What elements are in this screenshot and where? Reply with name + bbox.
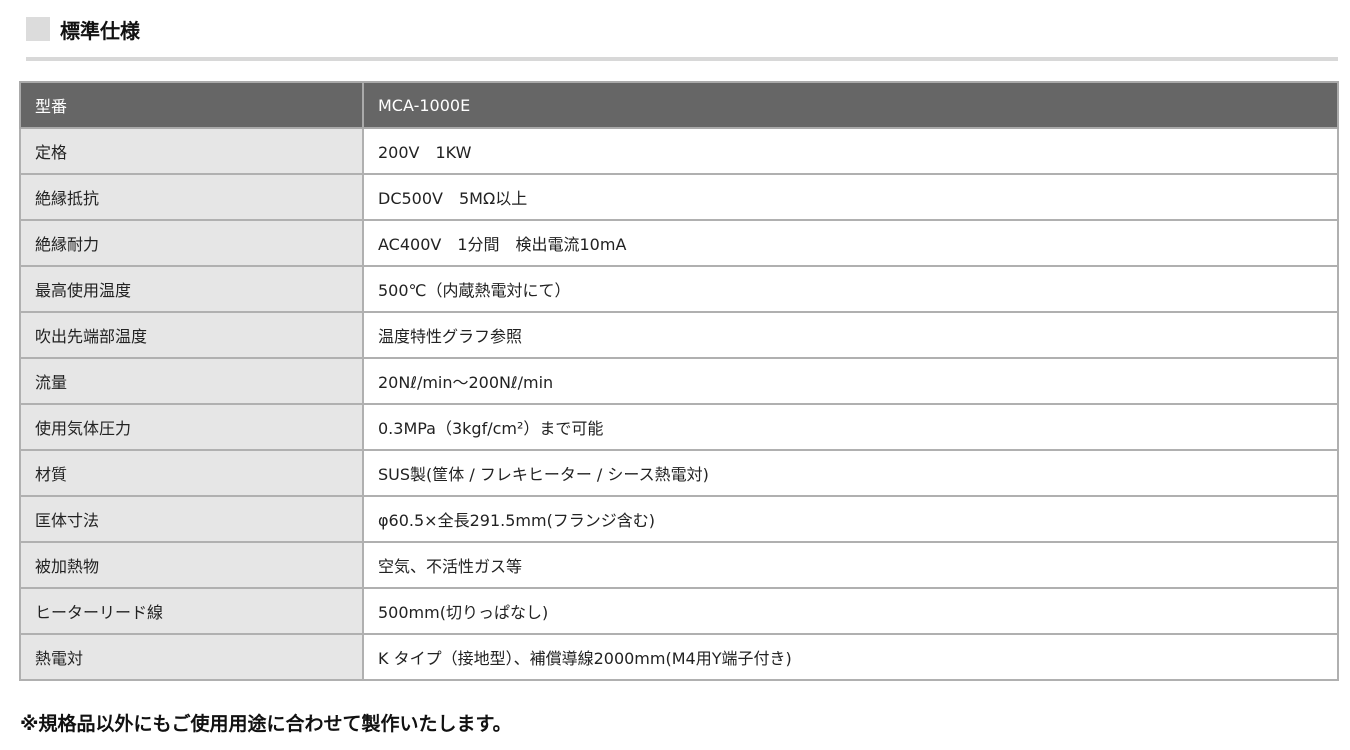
row-value: SUS製(筐体 / フレキヒーター / シース熱電対): [362, 449, 1339, 497]
row-label: 流量: [19, 357, 364, 405]
header-label: 型番: [19, 81, 364, 129]
table-row: 使用気体圧力 0.3MPa（3kgf/cm²）まで可能: [19, 403, 1339, 451]
row-label: 吹出先端部温度: [19, 311, 364, 359]
header-value: MCA-1000E: [362, 81, 1339, 129]
row-value: 温度特性グラフ参照: [362, 311, 1339, 359]
table-row: 材質 SUS製(筐体 / フレキヒーター / シース熱電対): [19, 449, 1339, 497]
row-value: φ60.5×全長291.5mm(フランジ含む): [362, 495, 1339, 543]
title-square-icon: [26, 17, 50, 41]
row-value: AC400V 1分間 検出電流10mA: [362, 219, 1339, 267]
row-value: 0.3MPa（3kgf/cm²）まで可能: [362, 403, 1339, 451]
spec-table: 型番 MCA-1000E 定格 200V 1KW 絶縁抵抗 DC500V 5MΩ以上絶…: [19, 81, 1339, 681]
title-divider: [26, 57, 1338, 61]
row-label: 被加熱物: [19, 541, 364, 589]
row-label: 定格: [19, 127, 364, 175]
row-label: 絶縁耐力: [19, 219, 364, 267]
table-row: 被加熱物 空気、不活性ガス等: [19, 541, 1339, 589]
row-value: 500℃（内蔵熱電対にて）: [362, 265, 1339, 313]
table-row: 最高使用温度 500℃（内蔵熱電対にて）: [19, 265, 1339, 313]
table-header-row: 型番 MCA-1000E: [19, 81, 1339, 129]
footnote: ※規格品以外にもご使用用途に合わせて製作いたします。: [20, 713, 512, 735]
row-value: K タイプ（接地型）、補償導線2000mm(M4用Y端子付き): [362, 633, 1339, 681]
row-label: 最高使用温度: [19, 265, 364, 313]
row-value: 空気、不活性ガス等: [362, 541, 1339, 589]
row-label: ヒーターリード線: [19, 587, 364, 635]
row-label: 匡体寸法: [19, 495, 364, 543]
row-label: 使用気体圧力: [19, 403, 364, 451]
table-row: ヒーターリード線 500mm(切りっぱなし): [19, 587, 1339, 635]
section-title: 標準仕様: [26, 14, 140, 44]
row-label: 熱電対: [19, 633, 364, 681]
table-row: 匡体寸法 φ60.5×全長291.5mm(フランジ含む): [19, 495, 1339, 543]
table-row: 熱電対 K タイプ（接地型）、補償導線2000mm(M4用Y端子付き): [19, 633, 1339, 681]
row-value: DC500V 5MΩ以上: [362, 173, 1339, 221]
row-label: 材質: [19, 449, 364, 497]
table-row: 絶縁耐力 AC400V 1分間 検出電流10mA: [19, 219, 1339, 267]
row-label: 絶縁抵抗: [19, 173, 364, 221]
table-row: 絶縁抵抗 DC500V 5MΩ以上: [19, 173, 1339, 221]
row-value: 20Nℓ/min〜200Nℓ/min: [362, 357, 1339, 405]
row-value: 200V 1KW: [362, 127, 1339, 175]
section-heading: 標準仕様: [60, 18, 140, 43]
table-row: 定格 200V 1KW: [19, 127, 1339, 175]
table-row: 吹出先端部温度 温度特性グラフ参照: [19, 311, 1339, 359]
table-row: 流量 20Nℓ/min〜200Nℓ/min: [19, 357, 1339, 405]
row-value: 500mm(切りっぱなし): [362, 587, 1339, 635]
